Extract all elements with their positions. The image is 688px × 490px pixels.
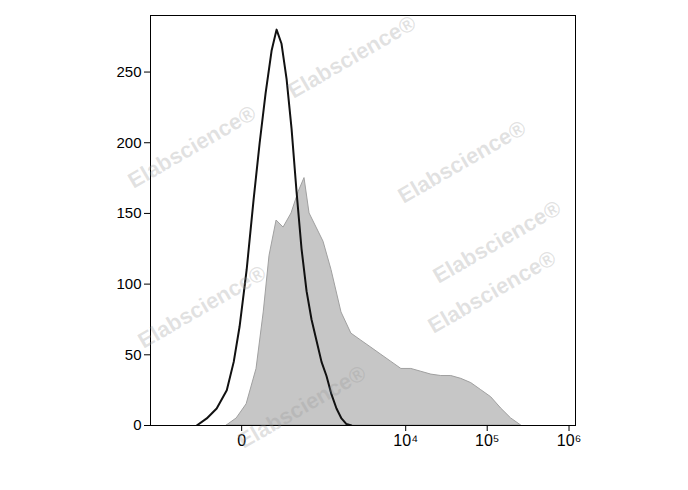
svg-text:100: 100: [116, 275, 141, 292]
svg-text:250: 250: [116, 63, 141, 80]
svg-text:0: 0: [133, 416, 141, 433]
svg-text:10⁴: 10⁴: [393, 432, 418, 449]
svg-text:50: 50: [125, 346, 142, 363]
svg-text:150: 150: [116, 204, 141, 221]
svg-text:10⁵: 10⁵: [475, 432, 499, 449]
svg-text:0: 0: [237, 432, 246, 449]
svg-text:10⁶: 10⁶: [557, 432, 581, 449]
svg-text:200: 200: [116, 134, 141, 151]
